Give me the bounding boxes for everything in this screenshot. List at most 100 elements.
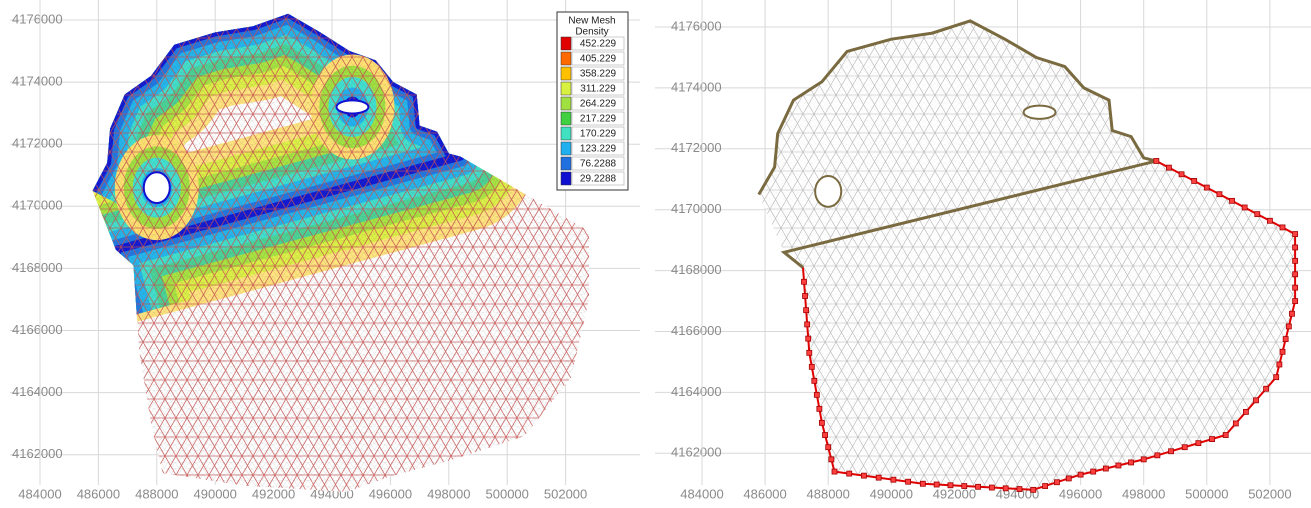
x-tick-label: 490000	[870, 486, 913, 501]
boundary-node	[1043, 484, 1048, 489]
y-tick-label: 4164000	[671, 384, 722, 399]
x-tick-label: 492000	[252, 486, 295, 501]
boundary-node	[826, 445, 831, 450]
x-tick-label: 488000	[807, 486, 850, 501]
legend-swatch	[561, 112, 571, 125]
y-tick-label: 4168000	[671, 262, 722, 277]
y-tick-label: 4166000	[12, 322, 63, 337]
boundary-node	[1254, 398, 1259, 403]
legend-swatch	[561, 172, 571, 185]
boundary-node	[906, 479, 911, 484]
boundary-node	[1264, 386, 1269, 391]
boundary-node	[1280, 349, 1285, 354]
x-tick-label: 496000	[369, 486, 412, 501]
fine-mesh	[93, 14, 589, 492]
boundary-node	[1267, 218, 1272, 223]
legend-swatch	[561, 52, 571, 65]
boundary-node	[1204, 185, 1209, 190]
boundary-node	[806, 336, 811, 341]
x-tick-label: 502000	[544, 486, 587, 501]
boundary-node	[1293, 272, 1298, 277]
boundary-node	[1031, 487, 1036, 492]
boundary-node	[847, 471, 852, 476]
x-tick-label: 486000	[77, 486, 120, 501]
legend-swatch	[561, 157, 571, 170]
legend-label: 264.229	[580, 99, 617, 110]
panel: 4162000416400041660004168000417000041720…	[10, 0, 640, 501]
x-tick-label: 484000	[680, 486, 723, 501]
boundary-node	[948, 483, 953, 488]
boundary-node	[819, 420, 824, 425]
boundary-node	[1017, 487, 1022, 492]
boundary-node	[1230, 198, 1235, 203]
boundary-node	[1155, 453, 1160, 458]
boundary-node	[804, 308, 809, 313]
legend-label: 452.229	[580, 39, 617, 50]
boundary-node	[1210, 437, 1215, 442]
boundary-node	[1293, 285, 1298, 290]
x-tick-label: 496000	[1059, 486, 1102, 501]
boundary-node	[1066, 476, 1071, 481]
page: {"panels":[ {"yticks":[4162000,4164000,4…	[0, 0, 1311, 508]
boundary-node	[805, 322, 810, 327]
boundary-node	[891, 477, 896, 482]
x-tick-label: 502000	[1248, 486, 1291, 501]
mesh	[759, 21, 1295, 490]
boundary-node	[1293, 299, 1298, 304]
boundary-node	[1078, 472, 1083, 477]
y-tick-label: 4176000	[671, 18, 722, 33]
legend-swatch	[561, 97, 571, 110]
x-tick-label: 500000	[1185, 486, 1228, 501]
island	[1024, 106, 1056, 119]
boundary-node	[1293, 232, 1298, 237]
legend-swatch	[561, 67, 571, 80]
legend-swatch	[561, 127, 571, 140]
y-tick-label: 4172000	[671, 140, 722, 155]
boundary-node	[1274, 375, 1279, 380]
y-tick-label: 4168000	[12, 260, 63, 275]
x-tick-label: 492000	[933, 486, 976, 501]
boundary-node	[1182, 445, 1187, 450]
boundary-node	[962, 484, 967, 489]
legend: New MeshDensity452.229405.229358.229311.…	[557, 12, 628, 190]
x-tick-label: 486000	[743, 486, 786, 501]
x-tick-label: 484000	[18, 486, 61, 501]
boundary-node	[1223, 433, 1228, 438]
island	[815, 176, 841, 207]
legend-swatch	[561, 82, 571, 95]
legend-label: 123.229	[580, 144, 617, 155]
boundary-node	[1196, 441, 1201, 446]
y-tick-label: 4164000	[12, 384, 63, 399]
legend-label: 170.229	[580, 129, 617, 140]
boundary-node	[802, 279, 807, 284]
y-tick-label: 4176000	[12, 11, 63, 26]
boundary-node	[1277, 362, 1282, 367]
boundary-node	[989, 485, 994, 490]
y-tick-label: 4174000	[12, 74, 63, 89]
mesh	[93, 14, 589, 492]
boundary-node	[1003, 486, 1008, 491]
y-tick-label: 4174000	[671, 79, 722, 94]
boundary-node	[920, 481, 925, 486]
boundary-node	[1054, 480, 1059, 485]
y-tick-label: 4172000	[12, 136, 63, 151]
boundary-node	[1129, 460, 1134, 465]
x-tick-label: 490000	[194, 486, 237, 501]
boundary-node	[1233, 421, 1238, 426]
boundary-node	[803, 293, 808, 298]
boundary-node	[814, 392, 819, 397]
x-tick-label: 498000	[1122, 486, 1165, 501]
boundary-node	[1141, 457, 1146, 462]
boundary-node	[876, 475, 881, 480]
legend-swatch	[561, 142, 571, 155]
y-tick-label: 4170000	[671, 201, 722, 216]
boundary-node	[1242, 205, 1247, 210]
legend-swatch	[561, 37, 571, 50]
boundary-node	[861, 473, 866, 478]
boundary-node	[1293, 245, 1298, 250]
boundary-node	[829, 457, 834, 462]
legend-label: 405.229	[580, 54, 617, 65]
boundary-node	[1166, 165, 1171, 170]
y-tick-label: 4162000	[671, 445, 722, 460]
boundary-node	[1169, 449, 1174, 454]
